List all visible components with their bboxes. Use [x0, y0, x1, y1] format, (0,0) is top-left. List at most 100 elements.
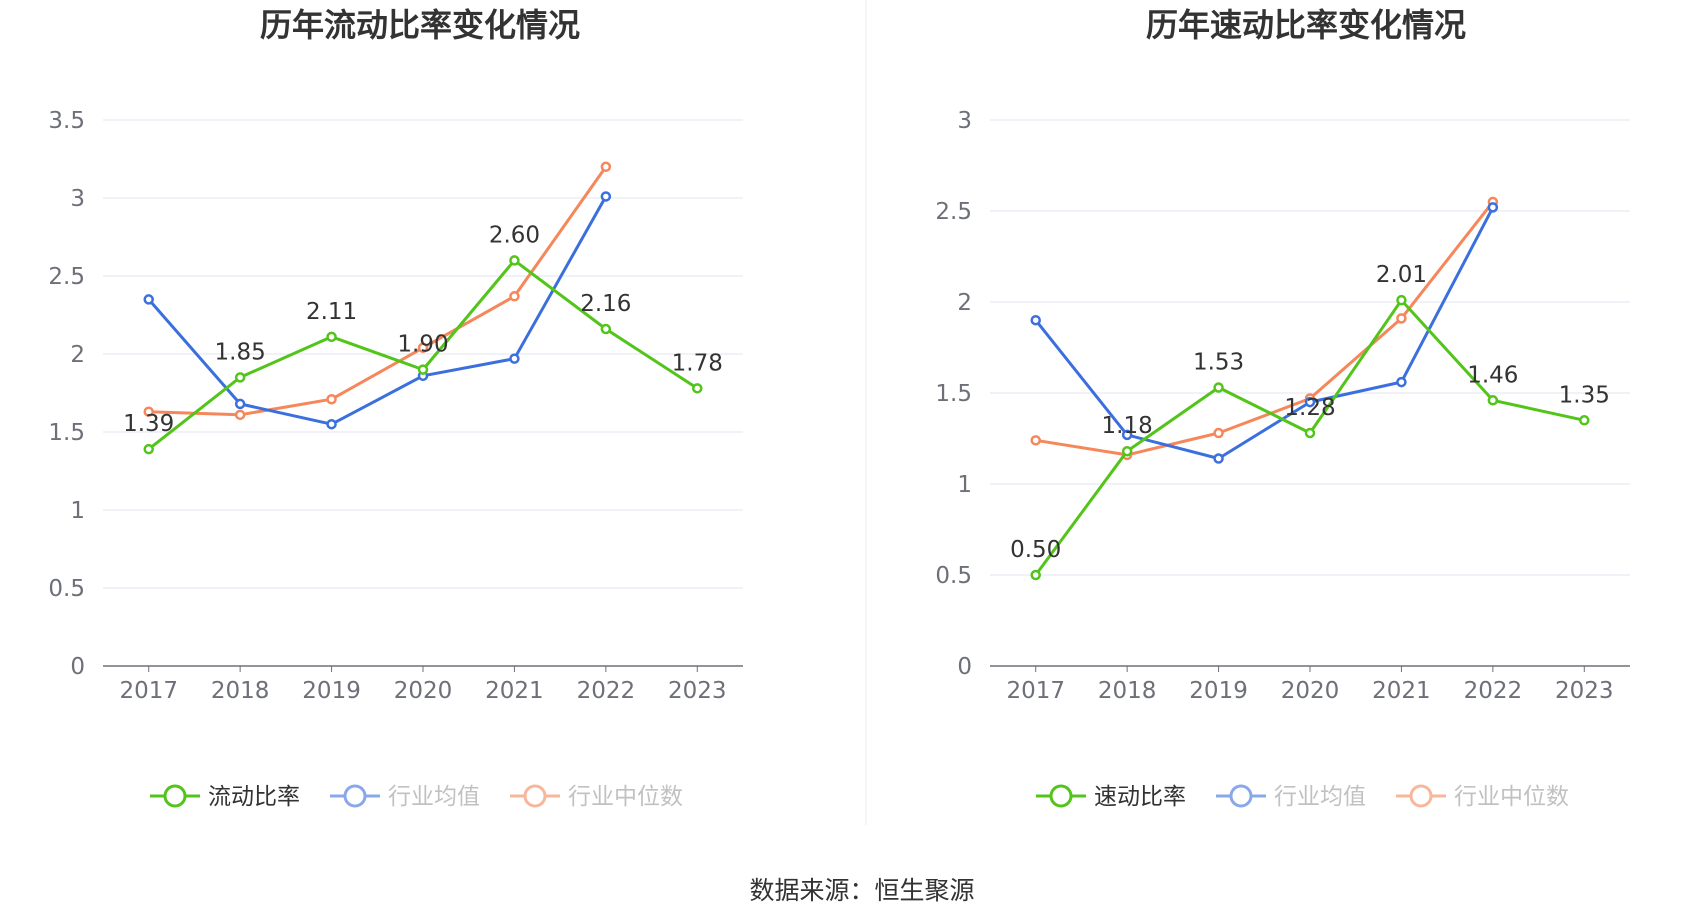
data-point-avg — [600, 191, 612, 202]
data-point-avg — [1487, 202, 1499, 213]
legend-marker — [343, 784, 367, 808]
data-label: 2.11 — [306, 299, 357, 325]
x-tick-label: 2022 — [1464, 678, 1523, 704]
legend-marker — [1409, 784, 1433, 808]
data-point-avg — [1121, 429, 1133, 441]
data-point-median — [417, 342, 429, 354]
data-point-main — [1030, 569, 1041, 581]
y-tick-label: 1 — [957, 472, 972, 498]
y-tick-label: 3 — [957, 108, 972, 134]
y-tick-label: 1.5 — [935, 381, 972, 407]
x-tick-label: 2017 — [1006, 678, 1065, 704]
legend-label: 流动比率 — [208, 784, 300, 810]
data-point-avg — [1396, 376, 1407, 388]
data-point-main — [509, 255, 520, 266]
legend-marker — [523, 784, 547, 808]
data-source-note: 数据来源：恒生聚源 — [749, 876, 974, 905]
legend-label: 行业均值 — [388, 784, 480, 810]
chart-title: 历年速动比率变化情况 — [1146, 6, 1466, 44]
data-point-median — [1030, 435, 1041, 446]
legend-label: 行业中位数 — [1454, 784, 1569, 810]
data-point-median — [1213, 427, 1224, 439]
data-point-main — [234, 372, 246, 383]
x-tick-label: 2019 — [1189, 678, 1248, 704]
legend-item-avg: 行业均值 — [330, 784, 480, 810]
x-tick-label: 2021 — [485, 678, 544, 704]
data-label: 1.85 — [215, 339, 266, 365]
y-tick-label: 2.5 — [935, 199, 972, 225]
y-tick-label: 1 — [70, 498, 85, 524]
chart-title: 历年流动比率变化情况 — [260, 6, 580, 44]
y-tick-label: 0.5 — [48, 576, 85, 602]
data-label: 1.18 — [1102, 413, 1153, 439]
legend-item-main: 速动比率 — [1036, 784, 1186, 810]
series-line-avg — [147, 195, 608, 426]
data-point-median — [600, 161, 612, 173]
data-label: 1.90 — [397, 332, 448, 358]
legend-item-median: 行业中位数 — [510, 784, 683, 810]
x-tick-label: 2020 — [1281, 678, 1340, 704]
data-point-main — [143, 443, 154, 455]
data-point-median — [509, 291, 520, 302]
y-tick-label: 2.5 — [48, 264, 85, 290]
series-line-median — [1035, 200, 1495, 457]
y-tick-label: 2 — [70, 342, 85, 368]
data-point-main — [1121, 445, 1133, 457]
data-point-main — [1213, 382, 1224, 393]
data-point-avg — [1304, 396, 1316, 408]
data-point-avg — [326, 418, 337, 430]
legend-label: 行业中位数 — [568, 784, 683, 810]
legend-item-median: 行业中位数 — [1396, 784, 1569, 810]
quick-ratio-chart: 历年速动比率变化情况 0 0.5 1 1.5 2 2.5 3 2017 2018 2019 2020 2… — [935, 6, 1630, 810]
x-tick-label: 2020 — [394, 678, 453, 704]
x-tick-label: 2017 — [119, 678, 178, 704]
data-point-main — [600, 323, 612, 335]
data-point-median — [326, 393, 337, 405]
x-tick-label: 2019 — [302, 678, 361, 704]
data-label: 0.50 — [1010, 537, 1061, 563]
data-label: 1.78 — [672, 350, 723, 376]
y-tick-label: 1.5 — [48, 420, 85, 446]
legend-label: 行业均值 — [1274, 784, 1366, 810]
y-tick-label: 2 — [957, 290, 972, 316]
data-label: 2.16 — [580, 291, 631, 317]
data-point-avg — [1213, 453, 1224, 464]
y-tick-label: 0 — [957, 654, 972, 680]
current-ratio-chart: 历年流动比率变化情况 0 0.5 1 1.5 2 2.5 3 3.5 2017 2018 2019 20… — [48, 6, 743, 810]
data-point-main — [326, 331, 337, 343]
data-point-main — [692, 383, 703, 394]
y-tick-label: 3.5 — [48, 108, 85, 134]
data-point-main — [1579, 415, 1590, 426]
x-tick-label: 2023 — [668, 678, 727, 704]
y-tick-label: 3 — [70, 186, 85, 212]
data-label: 1.39 — [123, 411, 174, 437]
y-tick-label: 0 — [70, 654, 85, 680]
x-tick-label: 2018 — [1098, 678, 1157, 704]
data-label: 1.35 — [1559, 382, 1610, 408]
data-label: 2.01 — [1376, 262, 1427, 288]
legend-marker — [1049, 784, 1073, 808]
data-label: 1.28 — [1284, 395, 1335, 421]
legend-item-main: 流动比率 — [150, 784, 300, 810]
data-point-main — [417, 364, 429, 375]
data-point-median — [234, 409, 246, 421]
data-point-avg — [143, 294, 154, 305]
series-line-median — [148, 165, 608, 417]
legend-label: 速动比率 — [1094, 784, 1186, 810]
data-label: 1.53 — [1193, 350, 1244, 376]
legend-marker — [1229, 784, 1253, 808]
data-point-main — [1487, 395, 1499, 406]
data-point-avg — [234, 398, 246, 410]
data-point-main — [1396, 294, 1407, 306]
data-point-main — [1304, 427, 1316, 439]
data-point-avg — [1030, 314, 1041, 326]
x-tick-label: 2021 — [1372, 678, 1431, 704]
data-label: 1.46 — [1467, 362, 1518, 388]
data-point-avg — [509, 353, 520, 364]
x-tick-label: 2022 — [577, 678, 636, 704]
data-point-median — [143, 406, 154, 417]
data-point-median — [1396, 313, 1407, 324]
x-tick-label: 2023 — [1555, 678, 1614, 704]
data-label: 2.60 — [489, 222, 540, 248]
